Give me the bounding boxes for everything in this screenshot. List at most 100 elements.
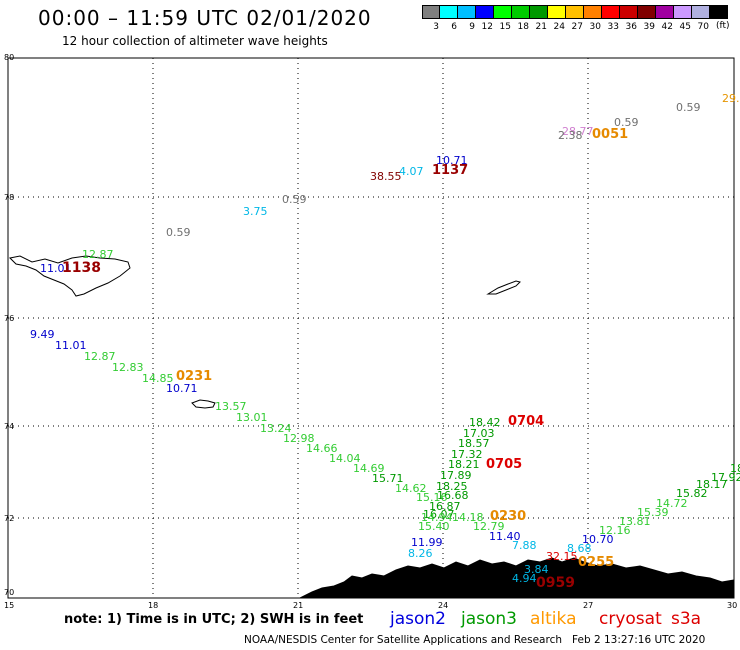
color-scale-label: 36	[625, 22, 637, 32]
wave-height-label: 0.59	[614, 116, 639, 129]
color-scale-label: 24	[553, 22, 565, 32]
color-swatch	[638, 5, 656, 19]
wave-height-label: 9.49	[30, 328, 55, 341]
wave-height-label: 15.39	[637, 506, 669, 519]
wave-height-label: 4.07	[399, 165, 424, 178]
color-swatch	[512, 5, 530, 19]
wave-height-label: 15.71	[372, 472, 404, 485]
color-scale-label: 3	[433, 22, 439, 32]
lon-label: 15	[4, 601, 14, 610]
footer-note: note: 1) Time is in UTC; 2) SWH is in fe…	[64, 612, 364, 627]
wave-height-label: 10.70	[582, 533, 614, 546]
lat-label: 74	[4, 422, 14, 431]
color-scale-label: 27	[571, 22, 583, 32]
wave-height-label: 0230	[490, 509, 527, 524]
wave-height-label: 17.03	[463, 427, 495, 440]
wave-height-label: 3.75	[243, 205, 268, 218]
wave-height-label: 0.59	[282, 193, 307, 206]
wave-height-label: 11.01	[55, 339, 87, 352]
kong-karls-land	[486, 280, 521, 295]
color-scale-label: 39	[643, 22, 655, 32]
legend-item-cryosat: cryosat	[599, 609, 662, 629]
wave-height-label: 2.38	[558, 129, 583, 142]
map-grid	[8, 58, 734, 598]
color-scale-label: 18	[517, 22, 529, 32]
color-scale-label: 9	[469, 22, 475, 32]
wave-height-label: 14.72	[656, 497, 688, 510]
legend-item-s3a: s3a	[671, 609, 702, 629]
lon-label: 21	[293, 601, 303, 610]
color-scale-label: 6	[451, 22, 457, 32]
wave-height-label: 14.85	[142, 372, 174, 385]
wave-height-label: 13.01	[236, 411, 268, 424]
lat-label: 78	[4, 193, 14, 202]
wave-height-label: 12.83	[112, 361, 144, 374]
lat-label: 80	[4, 53, 14, 62]
wave-height-label: 18.21	[448, 458, 480, 471]
color-swatch	[656, 5, 674, 19]
wave-height-label: 16.87	[429, 500, 461, 513]
color-swatch	[602, 5, 620, 19]
wave-height-label: 0231	[176, 369, 213, 384]
legend-item-jason3: jason3	[461, 609, 517, 629]
wave-height-label: 12.79	[473, 520, 505, 533]
wave-height-label: 7.88	[512, 539, 537, 552]
wave-height-label: 0704	[508, 414, 545, 429]
color-scale-unit: (ft)	[716, 21, 730, 31]
lat-label: 70	[4, 588, 14, 597]
color-swatch	[422, 5, 440, 19]
wave-height-label: 14.94	[421, 511, 453, 524]
color-scale-label: 70	[697, 22, 709, 32]
page-title: 00:00 – 11:59 UTC 02/01/2020	[38, 6, 372, 30]
page-subtitle: 12 hour collection of altimeter wave hei…	[62, 34, 328, 48]
color-swatch	[692, 5, 710, 19]
wave-height-label: 13.57	[215, 400, 247, 413]
wave-height-label: 10.71	[436, 154, 468, 167]
wave-height-label: 15.40	[418, 520, 450, 533]
wave-height-label: 13.81	[619, 515, 651, 528]
wave-height-label: 18.42	[469, 416, 501, 429]
legend-item-jason2: jason2	[390, 609, 446, 629]
wave-height-label: 12.98	[283, 432, 315, 445]
wave-height-label: 38.55	[370, 170, 402, 183]
credit-text: NOAA/NESDIS Center for Satellite Applica…	[244, 634, 562, 646]
wave-height-label: 14.69	[353, 462, 385, 475]
wave-height-label: 1138	[62, 260, 101, 276]
color-swatch	[440, 5, 458, 19]
color-swatch	[458, 5, 476, 19]
lat-label: 72	[4, 514, 14, 523]
wave-height-label: 1137	[432, 163, 469, 178]
color-swatch	[710, 5, 728, 19]
color-swatch	[620, 5, 638, 19]
wave-height-label: 0959	[536, 575, 575, 591]
wave-height-label: 11.40	[489, 530, 521, 543]
legend-item-altika: altika	[530, 609, 577, 629]
wave-height-label: 16.68	[437, 489, 469, 502]
color-scale-bar	[422, 5, 728, 19]
wave-height-label: 29.	[722, 92, 740, 105]
color-scale-labels: 3 6 9 12 15 18 21 24 27 30 33 36 39 42 45 70	[422, 22, 710, 32]
color-swatch	[530, 5, 548, 19]
color-swatch	[566, 5, 584, 19]
wave-height-label: 18.17	[696, 478, 728, 491]
wave-height-label: 15.16	[416, 491, 448, 504]
color-scale-label: 21	[535, 22, 547, 32]
wave-height-label: 8.68	[567, 542, 592, 555]
color-swatch	[494, 5, 512, 19]
wave-height-label: 17.92	[711, 471, 740, 484]
wave-height-label: 0255	[578, 555, 615, 570]
wave-height-label: 17.89	[440, 469, 472, 482]
wave-height-label: 0.59	[676, 101, 701, 114]
color-swatch	[674, 5, 692, 19]
wave-height-label: 12.87	[84, 350, 116, 363]
wave-height-label: 8.26	[408, 547, 433, 560]
footer-timestamp: Feb 2 13:27:16 UTC 2020	[572, 634, 706, 646]
wave-height-label: 18	[730, 462, 740, 475]
wave-height-label: 0051	[592, 127, 629, 142]
wave-height-label: 4.94	[512, 572, 537, 585]
wave-height-label: 15.82	[676, 487, 708, 500]
lon-label: 27	[583, 601, 593, 610]
wave-height-label: 17.32	[451, 448, 483, 461]
wave-height-label: 32.15	[546, 550, 578, 563]
